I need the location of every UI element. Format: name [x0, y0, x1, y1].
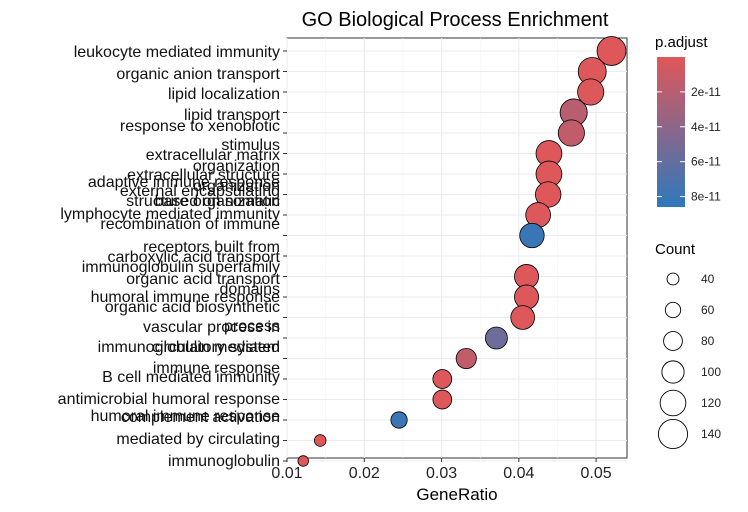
y-tick-label: organic anion transport	[116, 66, 280, 83]
data-point	[485, 326, 508, 350]
y-tick-label: lymphocyte mediated immunity	[60, 206, 280, 223]
size-legend-circle	[666, 272, 680, 286]
size-legend-label: 80	[701, 334, 715, 348]
y-tick-label: process	[224, 318, 280, 335]
y-tick-label: stimulus	[221, 137, 280, 154]
y-tick-label: immune response	[153, 360, 280, 377]
y-tick-label: mediated by circulating	[116, 431, 280, 448]
data-point	[596, 36, 627, 66]
x-tick-label: 0.04	[503, 465, 534, 482]
chart-title: GO Biological Process Enrichment	[302, 9, 609, 31]
color-legend-title: p.adjust	[655, 34, 708, 51]
data-points	[297, 36, 627, 467]
size-legend-label: 120	[701, 396, 721, 410]
data-point	[519, 222, 545, 249]
size-legend-circle	[664, 301, 682, 319]
x-tick-label: 0.03	[426, 465, 457, 482]
y-tick-label: domains	[220, 281, 280, 298]
y-tick-label: carboxylic acid transport	[107, 249, 280, 266]
y-axis-ticks	[283, 50, 287, 462]
size-legend-label: 100	[701, 365, 721, 379]
color-legend-label: 4e-11	[691, 120, 721, 134]
data-point	[390, 411, 408, 429]
y-tick-label: immunoglobulin superfamily	[82, 259, 280, 276]
y-tick-label: based on somatic	[155, 193, 280, 210]
y-tick-label: organic acid transport	[126, 271, 280, 288]
size-legend-circle	[657, 418, 689, 450]
y-tick-label: external encapsulating	[120, 183, 280, 200]
y-tick-label: extracellular structure	[127, 167, 280, 184]
y-tick-label: humoral immune response	[91, 289, 281, 306]
size-legend-title: Count	[655, 241, 696, 258]
y-tick-label: lipid transport	[184, 107, 281, 124]
size-legend-circle	[659, 389, 687, 417]
size-legend-circle	[661, 360, 685, 384]
size-legend-label: 60	[701, 303, 715, 317]
data-point	[577, 78, 605, 106]
y-tick-label: B cell mediated immunity	[102, 369, 280, 386]
color-legend: p.adjust 2e-11 4e-11 6e-11 8e-11	[655, 34, 721, 207]
y-tick-label: complement activation	[121, 409, 280, 426]
y-tick-label: organization	[193, 178, 280, 195]
x-axis-title: GeneRatio	[416, 485, 497, 504]
data-point	[297, 455, 309, 467]
y-tick-label: recombination of immune	[100, 216, 280, 233]
data-point	[557, 119, 585, 147]
size-legend-circle	[663, 331, 683, 351]
y-tick-label: extracellular matrix	[146, 147, 280, 164]
color-legend-bar	[657, 57, 685, 207]
color-legend-label: 2e-11	[691, 85, 721, 99]
x-tick-label: 0.01	[271, 465, 302, 482]
y-tick-label: vascular process in	[143, 319, 280, 336]
y-tick-label: receptors built from	[143, 239, 280, 256]
data-point	[314, 434, 327, 447]
color-legend-label: 8e-11	[691, 190, 721, 204]
y-tick-label: immunoglobulin	[168, 453, 280, 470]
x-tick-label: 0.02	[349, 465, 380, 482]
y-tick-label: response to xenobiotic	[120, 118, 280, 135]
y-tick-label: organic acid biosynthetic	[105, 299, 280, 316]
y-tick-label: adaptive immune response	[88, 174, 280, 191]
y-axis-labels: leukocyte mediated immunity organic anion…	[58, 44, 281, 470]
data-point	[455, 347, 477, 370]
y-tick-label: antimicrobial humoral response	[58, 391, 280, 408]
data-point	[510, 305, 535, 330]
size-legend: Count 40 60 80 100 120 140	[655, 241, 721, 450]
x-axis: 0.01 0.02 0.03 0.04 0.05	[271, 458, 612, 482]
color-legend-label: 6e-11	[691, 155, 721, 169]
y-tick-label: immunoglobulin mediated	[98, 339, 280, 356]
data-point	[432, 369, 453, 389]
y-tick-label: humoral immune response	[91, 408, 281, 425]
y-tick-label: structure organization	[126, 193, 280, 210]
data-point	[514, 284, 540, 310]
data-point	[432, 389, 453, 410]
x-tick-label: 0.05	[581, 465, 612, 482]
y-tick-label: lipid localization	[168, 86, 280, 103]
y-tick-label: circulatory system	[152, 339, 280, 356]
size-legend-label: 40	[701, 272, 715, 286]
y-tick-label: organization	[193, 158, 280, 175]
size-legend-label: 140	[701, 427, 721, 441]
y-tick-label: leukocyte mediated immunity	[74, 44, 280, 61]
